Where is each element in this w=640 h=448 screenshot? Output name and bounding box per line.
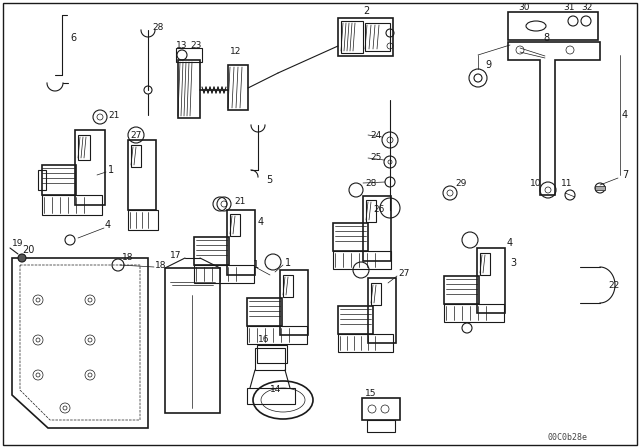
Text: 13: 13 <box>176 40 188 49</box>
Bar <box>42 165 76 195</box>
Text: 32: 32 <box>581 3 593 12</box>
Bar <box>365 23 390 51</box>
Text: 25: 25 <box>370 154 381 163</box>
Bar <box>444 276 479 304</box>
Bar <box>257 345 287 363</box>
Text: 16: 16 <box>258 336 269 345</box>
Text: 5: 5 <box>266 175 272 185</box>
Bar <box>371 283 381 305</box>
Bar <box>333 223 368 251</box>
Text: 24: 24 <box>370 130 381 139</box>
Text: 4: 4 <box>507 238 513 248</box>
Text: 4: 4 <box>622 110 628 120</box>
Bar <box>280 270 308 335</box>
Bar <box>595 186 605 190</box>
Text: 11: 11 <box>561 178 573 188</box>
Text: 28: 28 <box>365 178 376 188</box>
Bar <box>333 251 391 269</box>
Text: 29: 29 <box>455 178 467 188</box>
Bar <box>255 348 285 370</box>
Text: 27: 27 <box>398 268 410 277</box>
Text: 14: 14 <box>270 385 282 395</box>
Text: 10: 10 <box>530 178 541 188</box>
Bar <box>75 130 105 205</box>
Bar <box>362 398 400 420</box>
Bar <box>230 214 240 236</box>
Text: 19: 19 <box>12 240 24 249</box>
Text: 20: 20 <box>22 245 35 255</box>
Bar <box>338 18 393 56</box>
Text: 12: 12 <box>230 47 241 56</box>
Text: 8: 8 <box>543 33 549 43</box>
Bar <box>228 65 248 110</box>
Bar <box>165 268 220 413</box>
Bar <box>247 298 282 326</box>
Text: 18: 18 <box>155 260 166 270</box>
Bar <box>367 420 395 432</box>
Bar <box>366 200 376 222</box>
Bar <box>363 196 391 261</box>
Bar <box>194 237 229 265</box>
Bar <box>247 388 295 404</box>
Text: 7: 7 <box>622 170 628 180</box>
Bar <box>368 278 396 343</box>
Bar <box>128 210 158 230</box>
Text: 22: 22 <box>608 280 620 289</box>
Bar <box>444 304 504 322</box>
Bar <box>78 135 90 160</box>
Bar <box>194 265 254 283</box>
Text: 1: 1 <box>285 258 291 268</box>
Bar <box>227 210 255 275</box>
Text: 00C0b28e: 00C0b28e <box>548 434 588 443</box>
Text: 15: 15 <box>365 388 376 397</box>
Bar <box>338 334 393 352</box>
Circle shape <box>18 254 26 262</box>
Text: 28: 28 <box>152 22 163 31</box>
Bar <box>176 48 202 62</box>
Text: 4: 4 <box>105 220 111 230</box>
Text: 3: 3 <box>510 258 516 268</box>
Bar <box>42 195 102 215</box>
Bar <box>131 145 141 167</box>
Text: 31: 31 <box>563 3 575 12</box>
Text: 23: 23 <box>190 40 202 49</box>
Text: 2: 2 <box>363 6 369 16</box>
Bar <box>341 21 363 53</box>
Bar <box>178 60 200 118</box>
Text: 27: 27 <box>130 130 141 139</box>
Text: 26: 26 <box>373 206 385 215</box>
Bar <box>480 253 490 275</box>
Text: 30: 30 <box>518 3 529 12</box>
Text: 1: 1 <box>108 165 114 175</box>
Bar <box>338 306 373 334</box>
Text: 21: 21 <box>108 111 120 120</box>
Text: 1: 1 <box>253 260 259 270</box>
Text: 6: 6 <box>70 33 76 43</box>
Text: 17: 17 <box>170 250 182 259</box>
Bar <box>477 248 505 313</box>
Bar <box>38 170 46 190</box>
Bar <box>283 275 293 297</box>
Text: 21: 21 <box>234 198 245 207</box>
Text: 9: 9 <box>485 60 491 70</box>
Bar <box>247 326 307 344</box>
Bar <box>508 12 598 40</box>
Text: 4: 4 <box>258 217 264 227</box>
Text: 18: 18 <box>122 254 134 263</box>
Bar <box>128 140 156 210</box>
